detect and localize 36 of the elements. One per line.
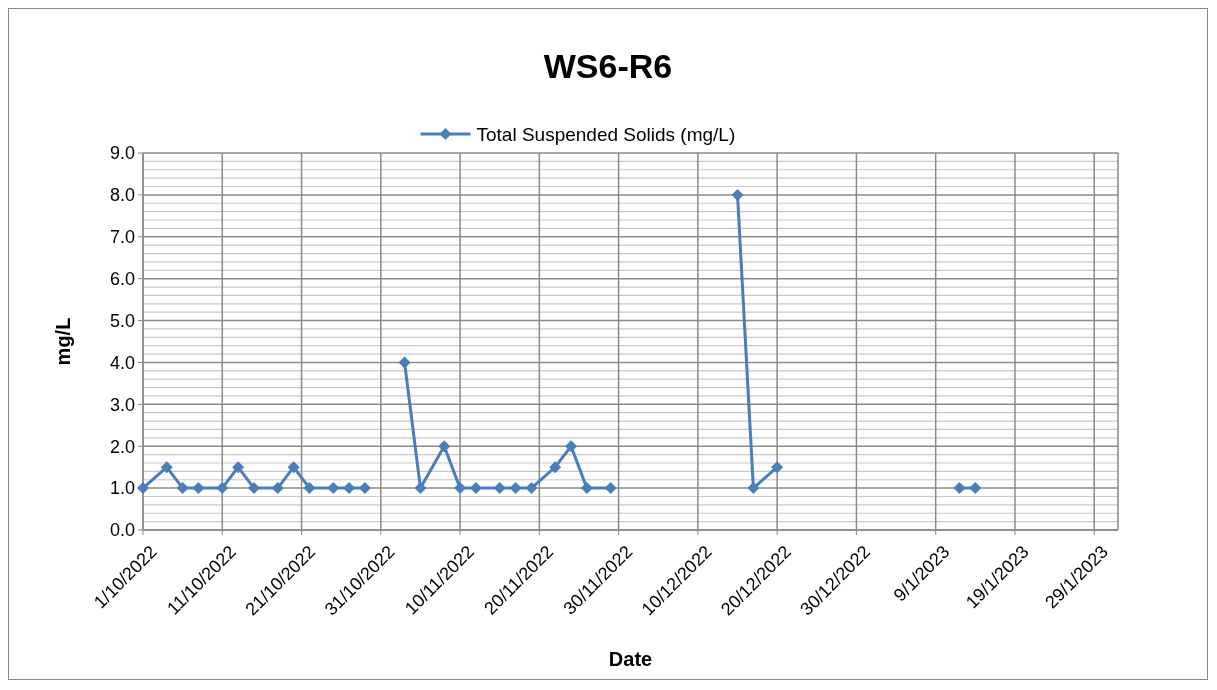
point [953,482,966,495]
point [565,440,578,453]
y-tick-label: 0.0 [109,520,135,541]
legend-label: Total Suspended Solids (mg/L) [476,123,736,145]
y-tick-label: 5.0 [109,310,135,331]
y-tick-label: 3.0 [109,394,135,415]
point [549,461,562,474]
point [438,440,451,453]
y-tick-label: 4.0 [109,352,135,373]
y-tick-label: 1.0 [109,478,135,499]
y-tick-label: 9.0 [109,143,135,164]
point [747,482,760,495]
point [414,482,427,495]
y-axis-title: mg/L [52,317,74,366]
x-axis-title: Date [608,648,653,670]
point [969,482,982,495]
chart-title: WS6-R6 [543,47,673,85]
y-tick-label: 8.0 [109,185,135,206]
point [731,188,744,201]
point [137,482,149,495]
point [216,482,229,495]
point [580,482,593,495]
point [398,356,411,369]
point [247,482,260,495]
point [525,482,538,495]
y-tick-label: 6.0 [109,268,135,289]
y-tick-label: 2.0 [109,436,135,457]
point [176,482,189,495]
point [160,461,173,474]
point [303,482,316,495]
point [509,482,522,495]
y-tick-label: 7.0 [109,227,135,248]
point [287,461,300,474]
point [232,461,245,474]
point [192,482,205,495]
point [771,461,784,474]
